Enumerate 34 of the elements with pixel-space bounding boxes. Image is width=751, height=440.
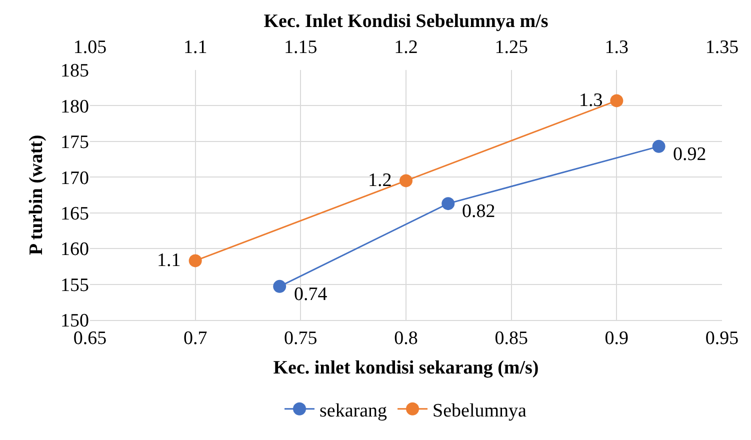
x-tick-label: 0.95	[705, 328, 739, 349]
x2-tick-label: 1.15	[284, 37, 318, 58]
point	[652, 140, 666, 153]
annotation: 1.2	[368, 170, 392, 191]
x2-tick-label: 1.25	[494, 37, 528, 58]
x-tick-label: 0.75	[284, 328, 318, 349]
x-axis-title: Kec. inlet kondisi sekarang (m/s)	[273, 358, 539, 379]
x-tick-label: 0.85	[494, 328, 528, 349]
y-tick-label: 170	[60, 168, 89, 189]
point	[273, 280, 286, 293]
y-tick-label: 175	[60, 132, 89, 154]
annotation: 1.3	[579, 90, 603, 111]
x2-tick-label: 1.05	[73, 37, 107, 58]
y-tick-label: 155	[60, 274, 89, 296]
annotation: 1.1	[157, 250, 181, 271]
legend-label: Sebelumnya	[432, 400, 528, 422]
y-tick-label: 185	[60, 60, 89, 82]
y-tick-label: 165	[60, 204, 89, 225]
point	[442, 197, 455, 210]
y-axis-title: P turbin (watt)	[26, 134, 47, 256]
x2-tick-label: 1.2	[394, 37, 418, 58]
x-tick-label: 0.7	[183, 328, 208, 349]
annotation: 0.82	[462, 201, 496, 222]
legend-label: sekarang	[320, 400, 388, 422]
y-tick-label: 160	[60, 239, 89, 260]
y-tick-label: 180	[60, 96, 89, 118]
x2-axis-title: Kec. Inlet Kondisi Sebelumnya m/s	[264, 11, 548, 32]
x2-tick-label: 1.1	[183, 37, 208, 58]
x2-tick-label: 1.3	[604, 37, 629, 58]
annotation: 0.92	[673, 144, 706, 165]
annotation: 0.74	[294, 284, 328, 305]
x-tick-label: 0.8	[394, 328, 418, 349]
x2-tick-label: 1.35	[705, 37, 739, 58]
x-tick-label: 0.9	[604, 328, 629, 349]
